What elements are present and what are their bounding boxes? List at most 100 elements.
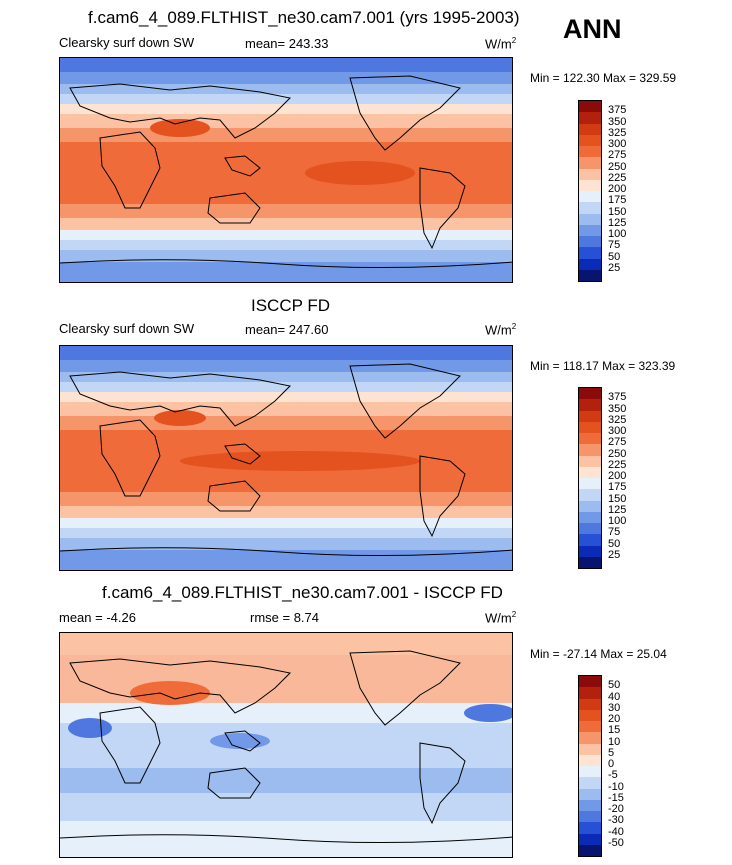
panel1-mean-label: mean= 243.33 bbox=[245, 36, 329, 51]
panel1-units-exp: 2 bbox=[511, 36, 517, 45]
colorbar-swatch bbox=[579, 822, 601, 834]
coast-antarctica bbox=[60, 834, 512, 844]
coast-antarctica bbox=[60, 547, 512, 557]
panel3-title: f.cam6_4_089.FLTHIST_ne30.cam7.001 - ISC… bbox=[102, 583, 503, 602]
colorbar-tick-label: 5 bbox=[608, 746, 615, 759]
colorbar-tick-label: 325 bbox=[608, 126, 627, 139]
colorbar-swatch bbox=[579, 766, 601, 778]
panel2-minmax: Min = 118.17 Max = 323.39 bbox=[530, 359, 676, 373]
colorbar-swatch bbox=[579, 112, 601, 124]
coast-eurasia bbox=[69, 658, 292, 714]
colorbar-swatch bbox=[579, 500, 601, 512]
colorbar-tick-label: 30 bbox=[608, 701, 621, 714]
band bbox=[60, 240, 512, 250]
coast-maritime-continent bbox=[224, 155, 261, 177]
band bbox=[60, 518, 512, 528]
coast-antarctica bbox=[60, 259, 512, 269]
panel2-units-base: W/m bbox=[485, 322, 512, 338]
panel3-colorbar bbox=[578, 675, 602, 857]
band bbox=[60, 84, 512, 94]
colorbar-swatch bbox=[579, 146, 601, 158]
colorbar-tick-label: 250 bbox=[608, 160, 627, 173]
colorbar-tick-label: 225 bbox=[608, 171, 627, 184]
panel3-minmax: Min = -27.14 Max = 25.04 bbox=[530, 647, 667, 661]
coast-australia bbox=[207, 480, 261, 512]
coast-north-america bbox=[349, 363, 461, 439]
colorbar-tick-label: 200 bbox=[608, 183, 627, 195]
band bbox=[60, 768, 512, 793]
panel1-variable-label: Clearsky surf down SW bbox=[59, 35, 195, 50]
coast-eurasia bbox=[69, 83, 292, 139]
band bbox=[60, 114, 512, 128]
colorbar-tick-label: 25 bbox=[608, 548, 621, 561]
band bbox=[60, 250, 512, 262]
coast-africa bbox=[99, 706, 161, 784]
band bbox=[60, 506, 512, 518]
hot-spot bbox=[154, 410, 206, 426]
colorbar-swatch bbox=[579, 179, 601, 191]
colorbar-swatch bbox=[579, 478, 601, 490]
colorbar-tick-label: -15 bbox=[608, 791, 624, 804]
band bbox=[60, 723, 512, 768]
colorbar-swatch bbox=[579, 777, 601, 789]
colorbar-swatch bbox=[579, 556, 601, 568]
colorbar-tick-label: 200 bbox=[608, 470, 627, 482]
colorbar-swatch bbox=[579, 399, 601, 411]
colorbar-tick-label: 125 bbox=[608, 503, 627, 516]
panel1-map bbox=[59, 57, 513, 283]
colorbar-tick-label: -20 bbox=[608, 803, 624, 815]
band bbox=[60, 416, 512, 430]
colorbar-swatch bbox=[579, 258, 601, 270]
colorbar-swatch bbox=[579, 444, 601, 456]
colorbar-tick-label: 300 bbox=[608, 138, 627, 150]
colorbar-swatch bbox=[579, 676, 601, 688]
colorbar-swatch bbox=[579, 844, 601, 856]
panel3-units-base: W/m bbox=[485, 610, 512, 626]
colorbar-tick-label: 250 bbox=[608, 447, 627, 460]
colorbar-swatch bbox=[579, 687, 601, 699]
colorbar-tick-label: 25 bbox=[608, 261, 621, 274]
band bbox=[60, 550, 512, 570]
band bbox=[60, 346, 512, 360]
panel2-variable-label: Clearsky surf down SW bbox=[59, 321, 195, 336]
colorbar-tick-label: 100 bbox=[608, 228, 627, 240]
band bbox=[60, 372, 512, 382]
panel2-units-exp: 2 bbox=[511, 322, 517, 331]
panel1-colorbar bbox=[578, 100, 602, 282]
band bbox=[60, 392, 512, 402]
hot-spot bbox=[130, 681, 210, 705]
panel1-units: W/m2 bbox=[485, 36, 516, 51]
coast-maritime-continent bbox=[224, 730, 261, 752]
colorbar-swatch bbox=[579, 168, 601, 180]
panel2-map bbox=[59, 345, 513, 571]
band bbox=[60, 204, 512, 218]
colorbar-swatch bbox=[579, 123, 601, 135]
panel1-coastlines bbox=[60, 75, 512, 269]
colorbar-tick-label: 20 bbox=[608, 713, 621, 725]
colorbar-swatch bbox=[579, 410, 601, 422]
band bbox=[60, 538, 512, 550]
colorbar-swatch bbox=[579, 388, 601, 400]
band bbox=[60, 633, 512, 655]
cold-spot bbox=[68, 718, 112, 738]
band bbox=[60, 72, 512, 84]
cold-spot bbox=[210, 733, 270, 749]
colorbar-tick-label: 15 bbox=[608, 724, 621, 737]
colorbar-swatch bbox=[579, 466, 601, 478]
colorbar-tick-label: 175 bbox=[608, 194, 627, 207]
band bbox=[60, 528, 512, 538]
colorbar-swatch bbox=[579, 721, 601, 733]
colorbar-tick-label: 350 bbox=[608, 402, 627, 415]
colorbar-tick-label: 75 bbox=[608, 239, 621, 252]
colorbar-swatch bbox=[579, 191, 601, 203]
panel2-units: W/m2 bbox=[485, 322, 516, 337]
colorbar-tick-label: 375 bbox=[608, 104, 627, 117]
panel3-units-exp: 2 bbox=[511, 610, 517, 619]
coast-south-america bbox=[419, 167, 466, 250]
band bbox=[60, 128, 512, 142]
band bbox=[60, 58, 512, 72]
colorbar-tick-label: 350 bbox=[608, 115, 627, 128]
hot-spot bbox=[180, 451, 420, 471]
colorbar-swatch bbox=[579, 743, 601, 755]
colorbar-swatch bbox=[579, 213, 601, 225]
